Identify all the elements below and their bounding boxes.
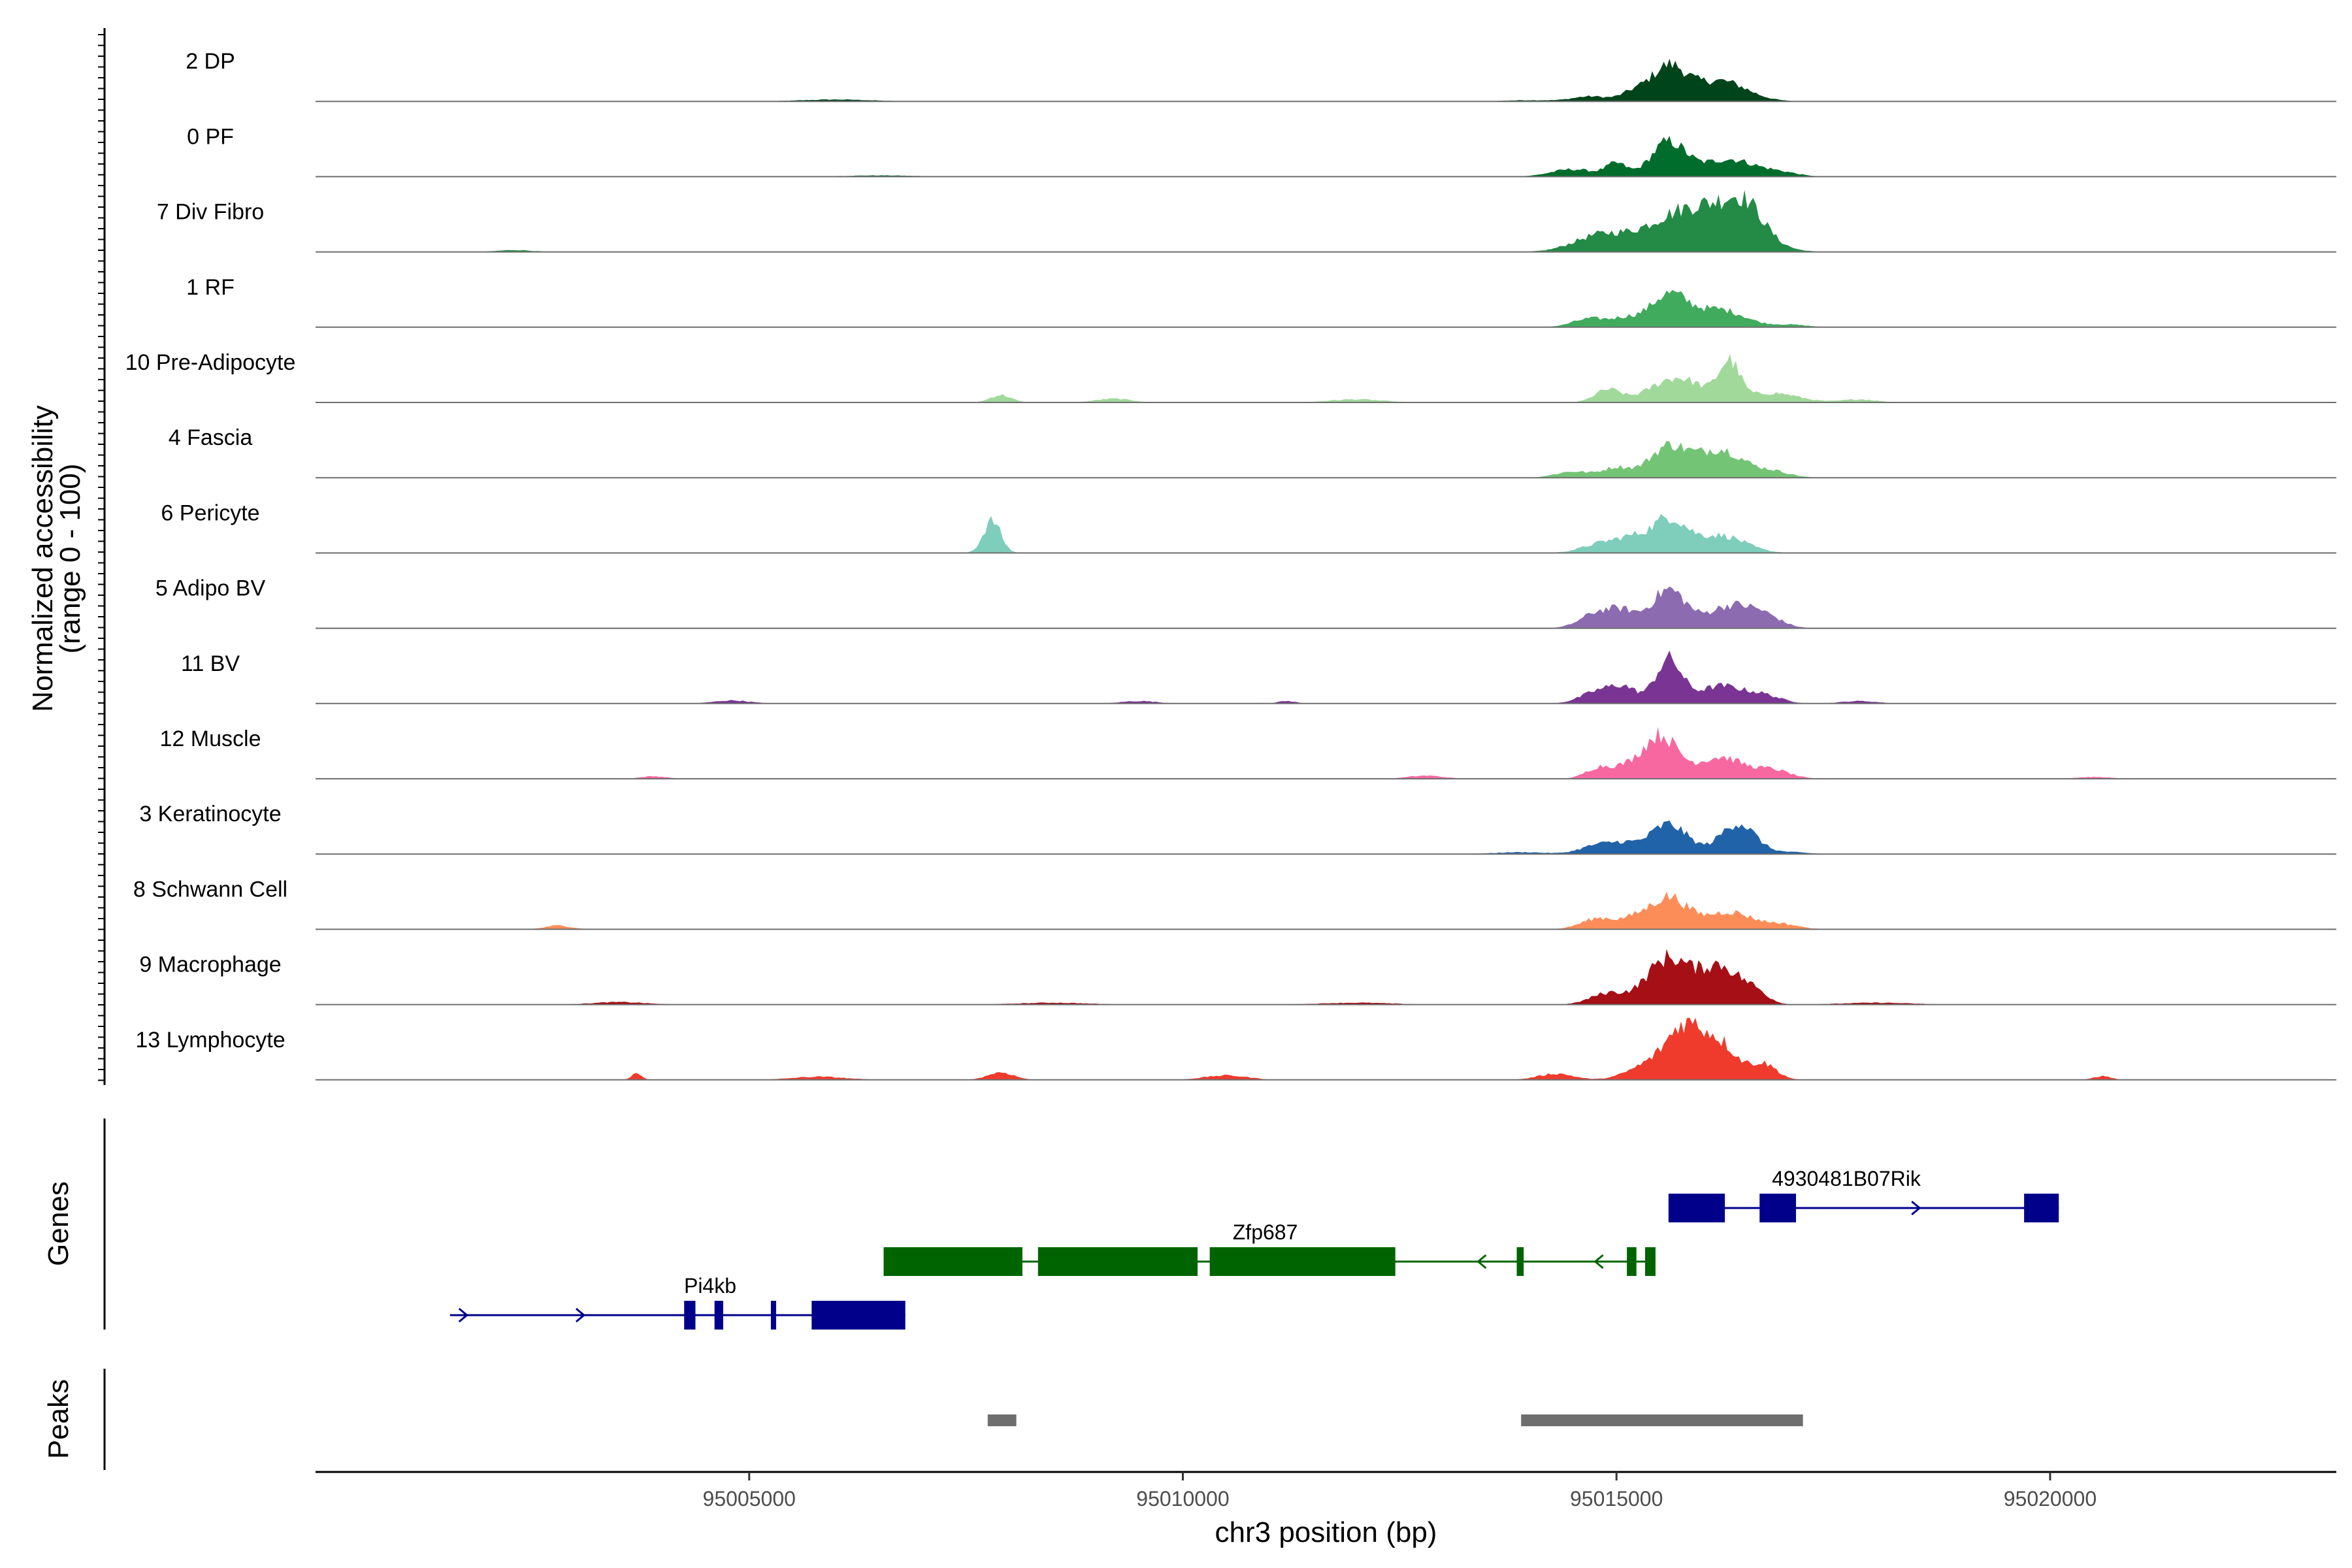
peaks-panel-title: Peaks <box>42 1379 74 1459</box>
track-14: 13 Lymphocyte <box>135 1017 2336 1081</box>
track-label: 13 Lymphocyte <box>135 1028 285 1053</box>
coverage-area <box>316 289 2336 327</box>
coverage-area <box>316 820 2336 855</box>
peak-bar <box>1521 1414 1803 1426</box>
coverage-area <box>316 650 2336 704</box>
axes: Normalized accessibility(range 0 - 100) 9… <box>27 28 2336 1548</box>
track-13: 9 Macrophage <box>139 949 2336 1005</box>
track-label: 3 Keratinocyte <box>139 802 281 826</box>
peak-track: Peaks <box>42 1369 1803 1470</box>
track-5: 10 Pre-Adipocyte <box>125 350 2336 403</box>
gene-exon <box>2024 1194 2059 1222</box>
coverage-area <box>316 440 2336 478</box>
coverage-area <box>316 189 2336 252</box>
x-tick-label: 95005000 <box>703 1487 796 1511</box>
gene-label: Zfp687 <box>1233 1220 1298 1244</box>
y-axis-title-range: (range 0 - 100) <box>54 463 86 653</box>
track-2: 0 PF <box>187 124 2336 178</box>
coverage-area <box>316 1017 2336 1080</box>
track-label: 6 Pericyte <box>161 500 259 525</box>
track-label: 5 Adipo BV <box>155 576 266 601</box>
gene-exon <box>1516 1247 1524 1276</box>
gene-exon <box>1668 1194 1725 1222</box>
gene-exon <box>1627 1247 1637 1276</box>
gene-exon <box>1037 1247 1198 1276</box>
x-axis-title: chr3 position (bp) <box>1215 1516 1437 1548</box>
x-tick-label: 95020000 <box>2004 1487 2097 1511</box>
track-1: 2 DP <box>186 49 2336 103</box>
coverage-area <box>316 891 2336 930</box>
track-8: 5 Adipo BV <box>155 576 2336 629</box>
coverage-area <box>316 353 2336 402</box>
track-label: 1 RF <box>186 275 235 300</box>
track-label: 2 DP <box>186 49 235 74</box>
track-label: 7 Div Fibro <box>157 200 264 225</box>
track-label: 0 PF <box>187 124 234 149</box>
gene-exon <box>1759 1194 1796 1222</box>
coverage-area <box>316 727 2336 779</box>
strand-chevron <box>458 1307 469 1323</box>
track-label: 4 Fascia <box>169 425 253 450</box>
gene-exon <box>1645 1247 1656 1276</box>
y-axis-title: Normalized accessibility <box>27 405 59 711</box>
coverage-area <box>316 949 2336 1005</box>
track-4: 1 RF <box>186 275 2336 328</box>
strand-chevron <box>1477 1254 1487 1269</box>
track-label: 10 Pre-Adipocyte <box>125 350 296 375</box>
track-12: 8 Schwann Cell <box>133 877 2336 930</box>
track-3: 7 Div Fibro <box>157 189 2336 253</box>
x-tick-label: 95015000 <box>1570 1487 1663 1511</box>
gene-label: 4930481B07Rik <box>1772 1167 1921 1190</box>
track-10: 12 Muscle <box>160 727 2336 779</box>
gene-label: Pi4kb <box>684 1274 736 1298</box>
track-label: 11 BV <box>181 651 240 676</box>
strand-chevron <box>1593 1254 1604 1269</box>
track-label: 8 Schwann Cell <box>133 877 287 902</box>
x-tick-label: 95010000 <box>1136 1487 1229 1511</box>
track-7: 6 Pericyte <box>161 500 2336 554</box>
track-label: 12 Muscle <box>160 727 261 751</box>
gene-track: Genes 4930481B07Rik Zfp687 Pi4kb <box>42 1119 2059 1330</box>
gene-exon <box>684 1301 696 1330</box>
strand-chevron <box>575 1307 586 1323</box>
gene-pi4kb: Pi4kb <box>449 1274 906 1330</box>
gene-exon <box>883 1247 1022 1276</box>
track-9: 11 BV <box>181 650 2336 704</box>
track-11: 3 Keratinocyte <box>139 802 2336 855</box>
coverage-area <box>316 514 2336 553</box>
genes-panel-title: Genes <box>42 1181 74 1266</box>
gene-exon <box>770 1301 776 1330</box>
gene-exon <box>811 1301 906 1330</box>
gene-zfp687: Zfp687 <box>883 1220 1656 1276</box>
strand-chevron <box>1911 1200 1921 1216</box>
gene-4930481b07rik: 4930481B07Rik <box>1668 1167 2059 1222</box>
coverage-area <box>316 135 2336 177</box>
coverage-area <box>316 586 2336 629</box>
peak-bar <box>987 1414 1017 1426</box>
coverage-tracks: 2 DP 0 PF 7 Div Fibro 1 RF 10 Pre-Adipocyte 4… <box>125 49 2336 1081</box>
coverage-area <box>316 58 2336 102</box>
track-label: 9 Macrophage <box>139 953 281 977</box>
gene-exon <box>1209 1247 1396 1276</box>
gene-exon <box>714 1301 723 1330</box>
track-6: 4 Fascia <box>169 425 2336 479</box>
